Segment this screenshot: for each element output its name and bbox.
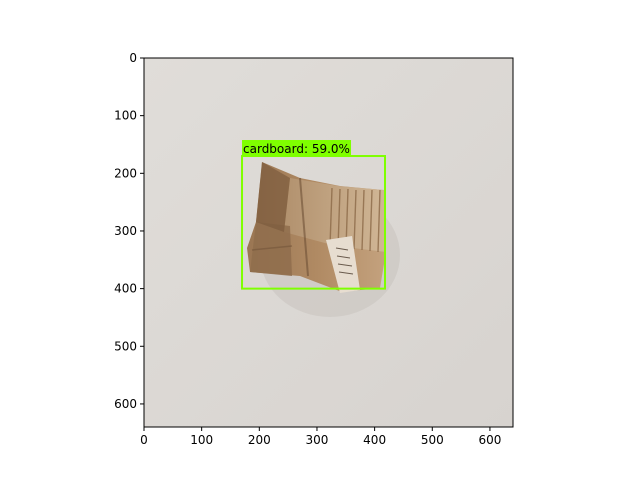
detection-layer: cardboard: 59.0%: [241, 140, 387, 290]
y-tick-label: 500: [114, 339, 137, 353]
y-tick-label: 400: [114, 282, 137, 296]
y-tick-label: 300: [114, 224, 137, 238]
x-tick-label: 100: [190, 433, 213, 447]
x-axis: 0 100 200 300 400 500 600: [140, 427, 501, 447]
cardboard-object: [247, 162, 386, 293]
detection-box: [241, 155, 387, 290]
photo-image: [144, 58, 513, 427]
y-tick-label: 0: [129, 51, 137, 65]
x-tick-label: 600: [478, 433, 501, 447]
y-tick-label: 200: [114, 166, 137, 180]
y-axis: 0 100 200 300 400 500 600: [114, 51, 144, 411]
y-tick-label: 100: [114, 109, 137, 123]
x-tick-label: 400: [363, 433, 386, 447]
x-tick-label: 300: [306, 433, 329, 447]
detection-label: cardboard: 59.0%: [243, 142, 350, 156]
detection-label-background: [242, 140, 352, 157]
axes-frame: [143, 57, 514, 428]
y-tick-label: 600: [114, 397, 137, 411]
x-tick-label: 0: [140, 433, 148, 447]
x-tick-label: 500: [421, 433, 444, 447]
x-tick-label: 200: [248, 433, 271, 447]
